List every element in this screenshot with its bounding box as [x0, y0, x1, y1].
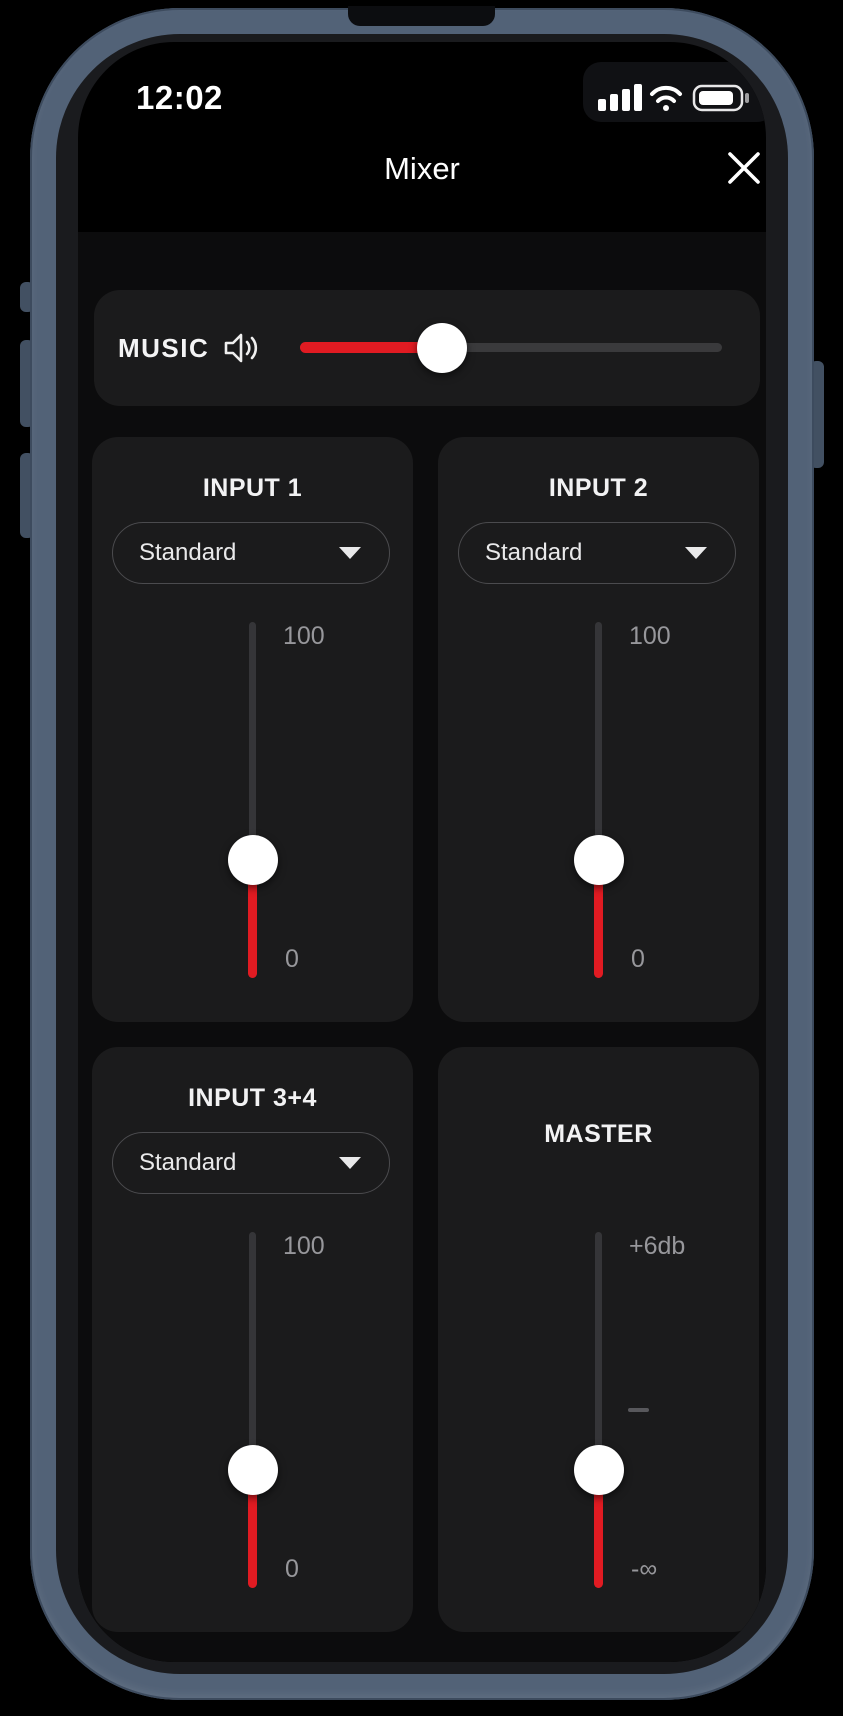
channel-card-input2: INPUT 2 Standard 100 0: [438, 437, 759, 1022]
channel-card-input1: INPUT 1 Standard 100 0: [92, 437, 413, 1022]
speaker-wave-icon: [224, 333, 258, 363]
music-slider-knob[interactable]: [417, 323, 467, 373]
master-slider-track[interactable]: [595, 1232, 602, 1588]
scale-max-label: 100: [629, 622, 671, 650]
master-card: MASTER +6db -∞: [438, 1047, 759, 1632]
master-title: MASTER: [544, 1120, 653, 1148]
channel-title: INPUT 2: [548, 474, 649, 502]
preset-dropdown[interactable]: Standard: [112, 522, 390, 584]
music-label: MUSIC: [118, 333, 210, 363]
scale-max-label: 100: [283, 622, 325, 650]
chevron-down-icon: [339, 547, 361, 559]
page-title: Mixer: [384, 151, 460, 186]
level-slider-knob[interactable]: [227, 835, 278, 885]
scale-max-label: +6db: [629, 1232, 686, 1260]
level-slider-fill: [248, 1470, 257, 1588]
speaker-cutout: [348, 6, 495, 26]
statusbar-clock: 12:02: [136, 79, 223, 116]
preset-dropdown[interactable]: Standard: [112, 1132, 390, 1194]
music-slider-track[interactable]: [300, 343, 722, 352]
channel-title: INPUT 3+4: [188, 1084, 317, 1112]
chevron-down-icon: [685, 547, 707, 559]
wifi-icon: [650, 85, 682, 111]
scale-max-label: 100: [283, 1232, 325, 1260]
level-slider-track[interactable]: [249, 622, 256, 978]
preset-value: Standard: [485, 539, 583, 566]
level-slider-knob[interactable]: [573, 835, 624, 885]
statusbar-icons: [598, 84, 749, 112]
channel-card-input34: INPUT 3+4 Standard 100 0: [92, 1047, 413, 1632]
level-slider-knob[interactable]: [227, 1445, 278, 1495]
level-slider-track[interactable]: [595, 622, 602, 978]
preset-dropdown[interactable]: Standard: [458, 522, 736, 584]
music-volume-card: MUSIC: [94, 290, 760, 406]
chevron-down-icon: [339, 1157, 361, 1169]
signal-bars-icon: [598, 84, 642, 111]
screen: 12:02 Mixer: [78, 42, 766, 1662]
master-slider-knob[interactable]: [573, 1445, 624, 1495]
unity-gain-tick: [628, 1408, 649, 1412]
level-slider-track[interactable]: [249, 1232, 256, 1588]
channel-title: INPUT 1: [202, 474, 303, 502]
battery-icon: [692, 84, 749, 112]
scale-min-label: 0: [631, 945, 645, 973]
master-slider-fill: [594, 1470, 603, 1588]
scale-min-label: -∞: [631, 1555, 658, 1583]
level-slider-fill: [248, 860, 257, 978]
scale-min-label: 0: [285, 1555, 299, 1583]
music-slider-fill: [300, 342, 442, 353]
preset-value: Standard: [139, 1149, 237, 1176]
preset-value: Standard: [139, 539, 237, 566]
level-slider-fill: [594, 860, 603, 978]
close-icon[interactable]: [725, 149, 763, 187]
scale-min-label: 0: [285, 945, 299, 973]
